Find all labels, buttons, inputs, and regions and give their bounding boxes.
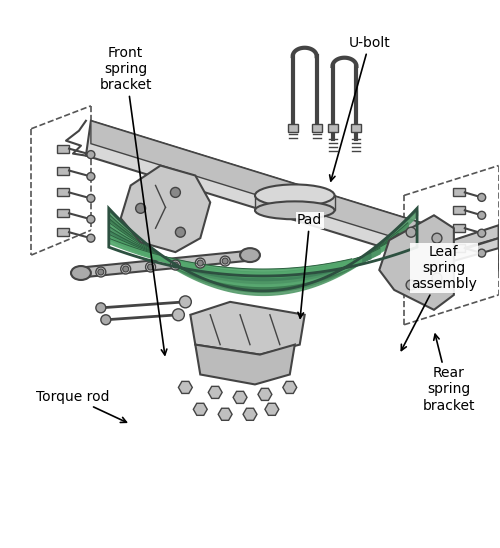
FancyBboxPatch shape bbox=[288, 124, 298, 132]
Circle shape bbox=[87, 234, 95, 242]
Ellipse shape bbox=[71, 266, 91, 280]
Polygon shape bbox=[429, 225, 498, 258]
Polygon shape bbox=[76, 250, 255, 278]
Polygon shape bbox=[208, 386, 222, 398]
Circle shape bbox=[222, 258, 228, 264]
FancyBboxPatch shape bbox=[57, 167, 69, 174]
Ellipse shape bbox=[255, 201, 334, 219]
Polygon shape bbox=[86, 121, 429, 260]
Polygon shape bbox=[283, 381, 296, 393]
Polygon shape bbox=[255, 196, 334, 210]
Circle shape bbox=[96, 303, 106, 313]
Circle shape bbox=[98, 269, 104, 275]
Ellipse shape bbox=[240, 248, 260, 262]
Circle shape bbox=[478, 229, 486, 237]
Polygon shape bbox=[265, 403, 279, 415]
FancyBboxPatch shape bbox=[57, 228, 69, 236]
Circle shape bbox=[406, 227, 416, 237]
Text: Front
spring
bracket: Front spring bracket bbox=[100, 46, 167, 355]
Circle shape bbox=[96, 267, 106, 277]
Polygon shape bbox=[91, 121, 429, 248]
Polygon shape bbox=[218, 408, 232, 420]
Polygon shape bbox=[178, 381, 192, 393]
Circle shape bbox=[122, 266, 128, 272]
Polygon shape bbox=[196, 345, 295, 385]
Circle shape bbox=[220, 256, 230, 266]
Circle shape bbox=[432, 233, 442, 243]
Polygon shape bbox=[380, 215, 454, 310]
Polygon shape bbox=[429, 238, 498, 268]
Polygon shape bbox=[194, 403, 207, 415]
Text: Torque rod: Torque rod bbox=[36, 390, 126, 423]
Text: Rear
spring
bracket: Rear spring bracket bbox=[422, 334, 475, 413]
Polygon shape bbox=[190, 302, 304, 355]
Circle shape bbox=[172, 309, 184, 321]
Circle shape bbox=[146, 262, 156, 272]
Circle shape bbox=[170, 260, 180, 270]
Circle shape bbox=[136, 203, 145, 213]
FancyBboxPatch shape bbox=[328, 124, 338, 132]
Circle shape bbox=[87, 173, 95, 180]
FancyBboxPatch shape bbox=[453, 224, 465, 232]
Circle shape bbox=[406, 280, 416, 290]
FancyBboxPatch shape bbox=[57, 189, 69, 196]
FancyBboxPatch shape bbox=[57, 209, 69, 218]
Circle shape bbox=[176, 227, 186, 237]
Polygon shape bbox=[233, 391, 247, 403]
FancyBboxPatch shape bbox=[57, 145, 69, 153]
Circle shape bbox=[170, 187, 180, 197]
Ellipse shape bbox=[255, 185, 334, 207]
Circle shape bbox=[432, 273, 442, 283]
Circle shape bbox=[87, 215, 95, 223]
Circle shape bbox=[198, 260, 203, 266]
Circle shape bbox=[196, 258, 205, 268]
FancyBboxPatch shape bbox=[352, 124, 362, 132]
FancyBboxPatch shape bbox=[453, 189, 465, 196]
Text: U-bolt: U-bolt bbox=[330, 36, 390, 181]
Circle shape bbox=[120, 264, 130, 274]
Circle shape bbox=[478, 212, 486, 219]
Polygon shape bbox=[243, 408, 257, 420]
Circle shape bbox=[148, 264, 154, 270]
Polygon shape bbox=[258, 389, 272, 401]
Circle shape bbox=[478, 193, 486, 201]
Circle shape bbox=[87, 151, 95, 158]
Circle shape bbox=[180, 296, 192, 308]
Polygon shape bbox=[120, 165, 210, 252]
FancyBboxPatch shape bbox=[312, 124, 322, 132]
Text: Leaf
spring
assembly: Leaf spring assembly bbox=[402, 245, 477, 351]
Text: Pad: Pad bbox=[297, 213, 322, 318]
Circle shape bbox=[101, 315, 111, 325]
Circle shape bbox=[172, 262, 178, 268]
FancyBboxPatch shape bbox=[453, 244, 465, 252]
Circle shape bbox=[478, 249, 486, 257]
FancyBboxPatch shape bbox=[453, 207, 465, 214]
Circle shape bbox=[87, 195, 95, 202]
